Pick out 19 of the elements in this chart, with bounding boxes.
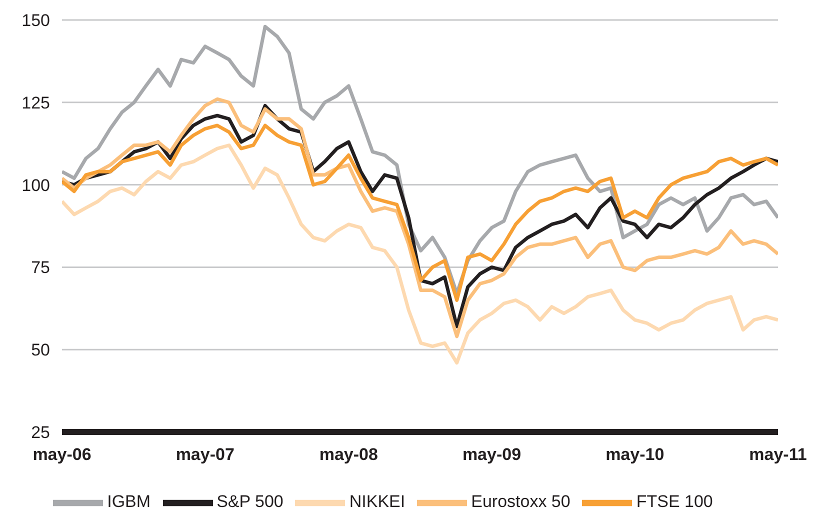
y-tick-label: 25	[31, 423, 50, 442]
y-tick-label: 100	[22, 176, 50, 195]
line-series	[62, 124, 778, 302]
legend-label: IGBM	[107, 492, 151, 512]
x-tick-label: may-10	[606, 445, 664, 464]
legend-label: NIKKEI	[349, 492, 406, 512]
y-tick-label: 50	[31, 340, 50, 360]
x-tick-label: may-07	[176, 445, 234, 464]
line-series	[62, 144, 778, 365]
x-tick-label: may-09	[462, 445, 522, 464]
x-tick-label: may-06	[32, 445, 92, 464]
x-tick-label: may-11	[749, 445, 807, 464]
legend-label: S&P 500	[216, 492, 284, 512]
y-tick-label: 75	[31, 258, 50, 278]
y-tick-label: 125	[22, 93, 50, 112]
legend-label: Eurostoxx 50	[471, 492, 570, 512]
x-tick-label: may-08	[319, 445, 378, 464]
y-tick-label: 150	[22, 11, 50, 30]
legend-label: FTSE 100	[636, 492, 713, 512]
